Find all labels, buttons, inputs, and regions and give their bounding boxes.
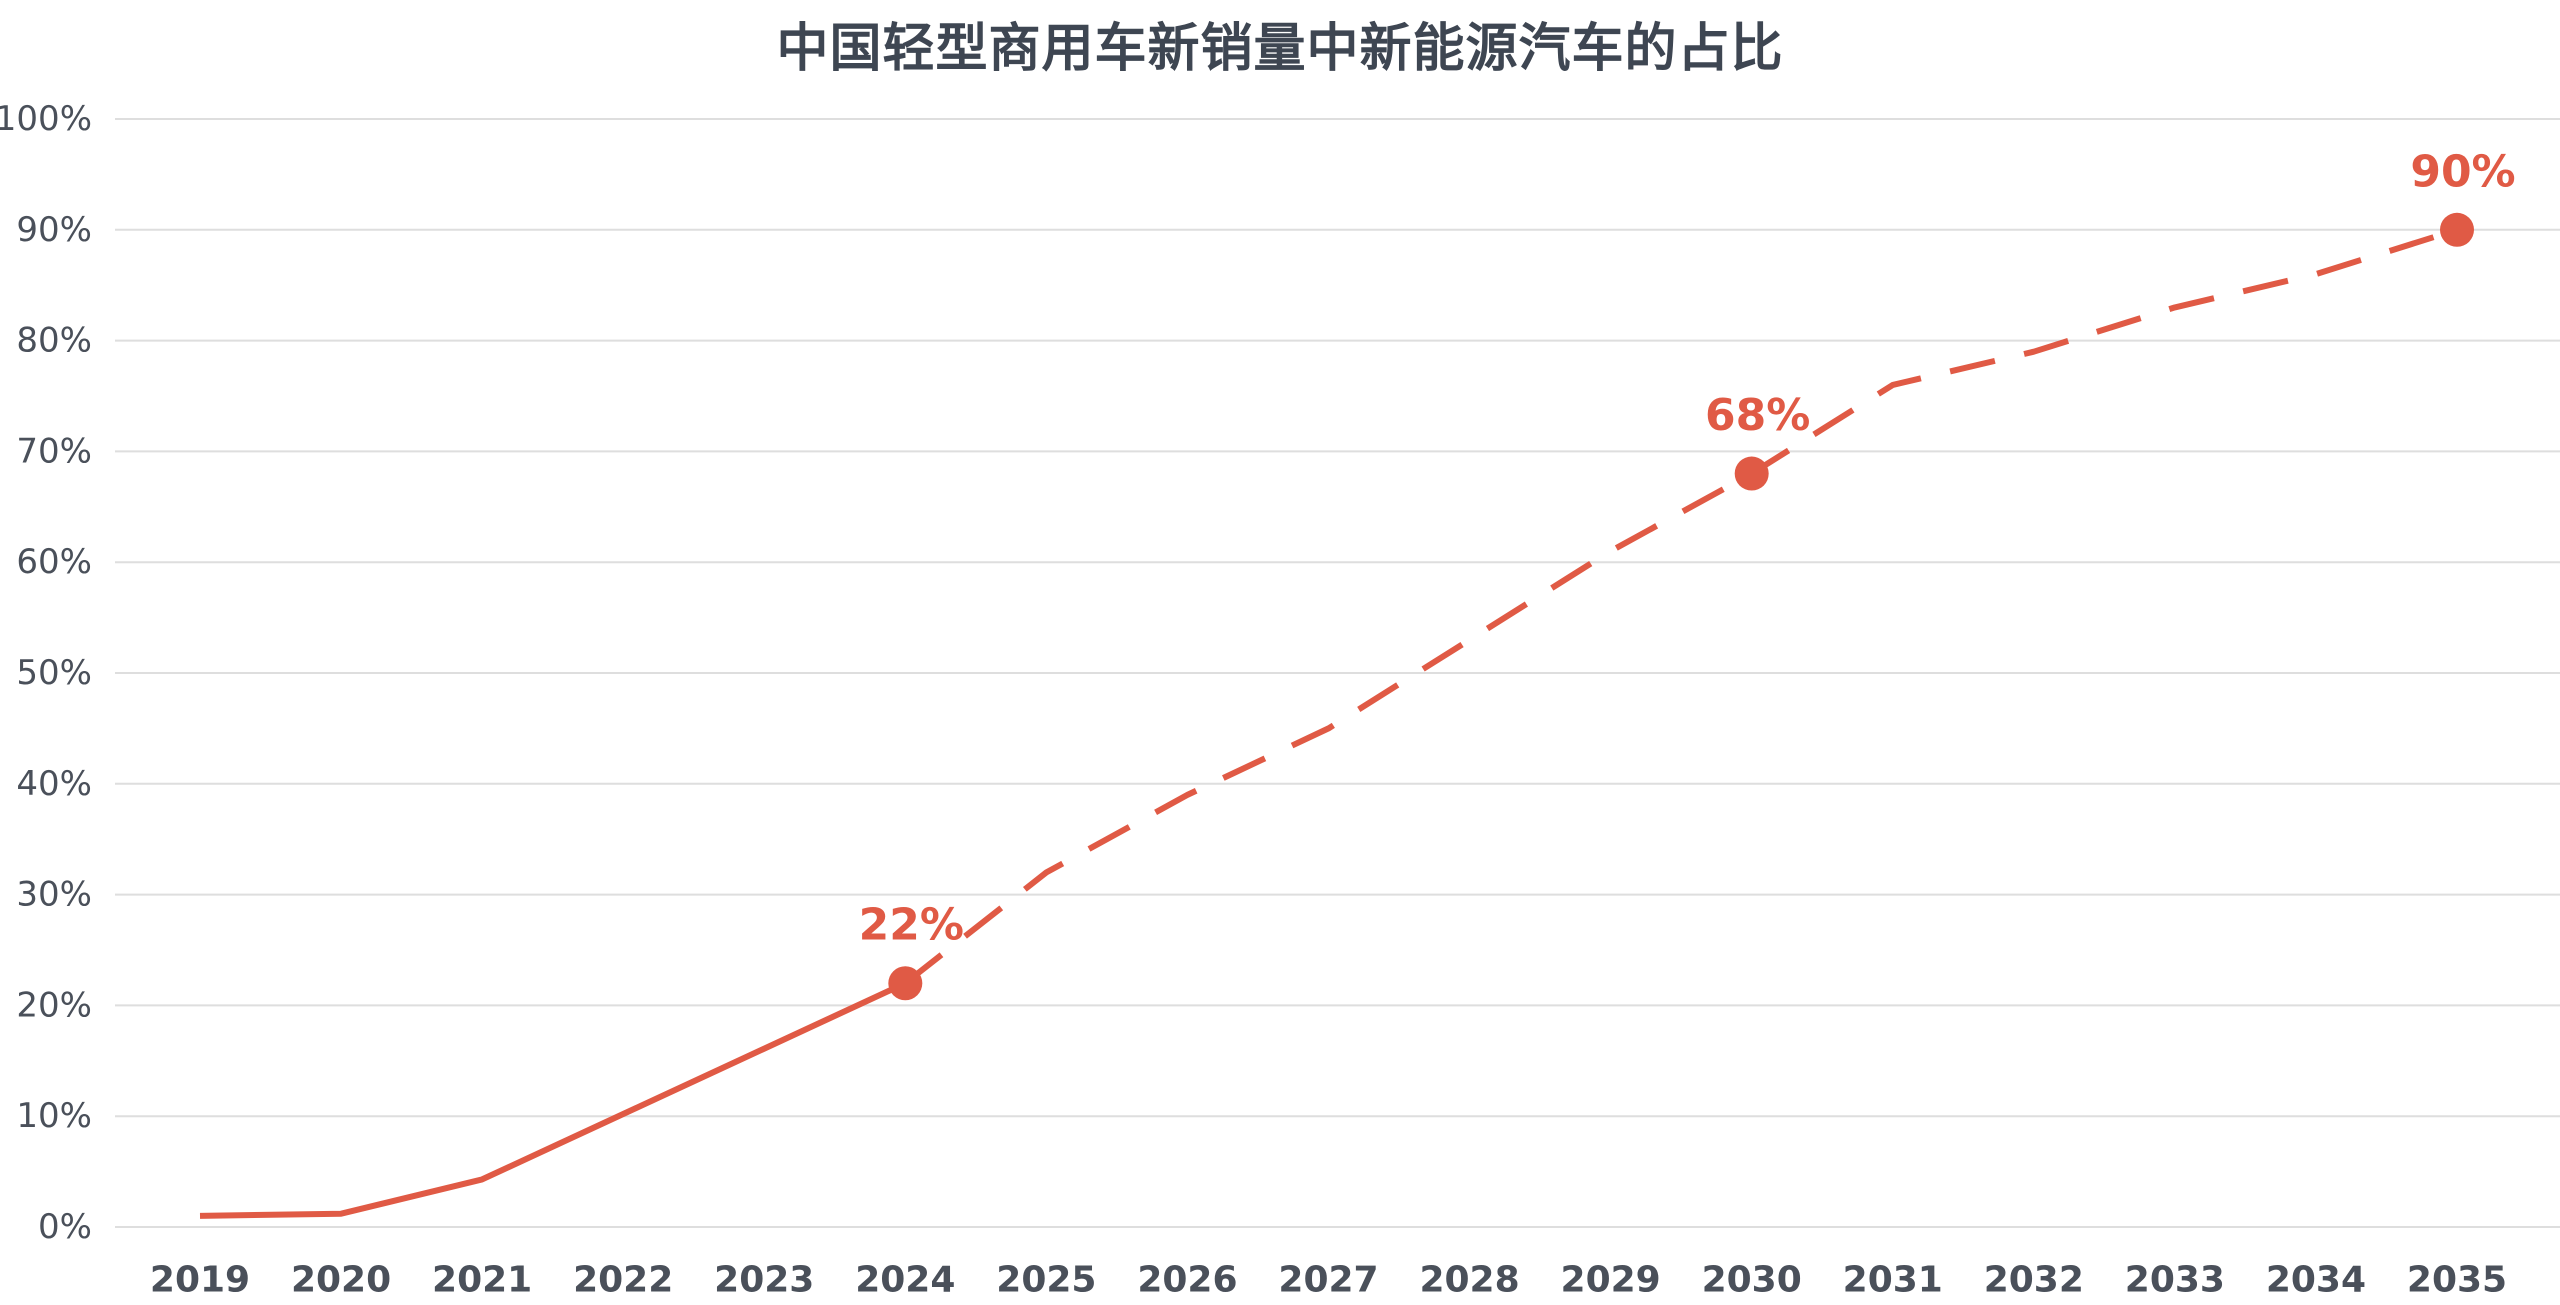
x-tick-label: 2026 [1137, 1260, 1237, 1301]
x-tick-label: 2019 [150, 1260, 250, 1301]
y-tick-label: 90% [16, 210, 92, 250]
highlight-point [1734, 456, 1769, 491]
y-tick-label: 0% [38, 1207, 92, 1247]
x-tick-label: 2034 [2266, 1260, 2366, 1301]
y-tick-label: 80% [16, 321, 92, 361]
x-tick-label: 2020 [291, 1260, 391, 1301]
historical-series-line [199, 980, 907, 1219]
data-label: 22% [859, 900, 964, 951]
projected-series-line [903, 226, 2458, 986]
y-tick-label: 60% [16, 542, 92, 582]
x-tick-label: 2032 [1984, 1260, 2084, 1301]
x-tick-label: 2035 [2407, 1260, 2507, 1301]
y-tick-label: 100% [0, 99, 92, 139]
y-tick-label: 50% [16, 653, 92, 693]
x-axis-ticks: 2019 2020 2021 2022 2023 2024 2025 2026 2027 2028… [150, 1260, 2507, 1301]
x-tick-label: 2024 [855, 1260, 955, 1301]
highlight-point [888, 966, 923, 1001]
series-layer [199, 226, 2458, 1219]
y-tick-label: 70% [16, 431, 92, 471]
y-tick-label: 30% [16, 875, 92, 915]
x-tick-label: 2021 [432, 1260, 532, 1301]
x-tick-label: 2022 [573, 1260, 673, 1301]
x-tick-label: 2030 [1702, 1260, 1802, 1301]
x-tick-label: 2025 [996, 1260, 1096, 1301]
data-label: 68% [1705, 390, 1810, 441]
y-tick-label: 10% [16, 1096, 92, 1136]
x-tick-label: 2029 [1561, 1260, 1661, 1301]
x-tick-label: 2033 [2125, 1260, 2225, 1301]
grid-layer [115, 118, 2560, 1228]
data-label: 90% [2410, 146, 2515, 197]
y-tick-label: 20% [16, 985, 92, 1025]
chart-title: 中国轻型商用车新销量中新能源汽车的占比 [776, 19, 1784, 79]
x-tick-label: 2023 [714, 1260, 814, 1301]
y-tick-label: 40% [16, 764, 92, 804]
x-tick-label: 2027 [1278, 1260, 1378, 1301]
y-axis-ticks: 0% 10% 20% 30% 40% 50% 60% 70% 80% 90% 100% [0, 99, 92, 1247]
highlight-point [2440, 212, 2474, 247]
highlight-layer: 22% 68% 90% [859, 146, 2516, 1001]
x-tick-label: 2031 [1843, 1260, 1943, 1301]
x-tick-label: 2028 [1419, 1260, 1519, 1301]
